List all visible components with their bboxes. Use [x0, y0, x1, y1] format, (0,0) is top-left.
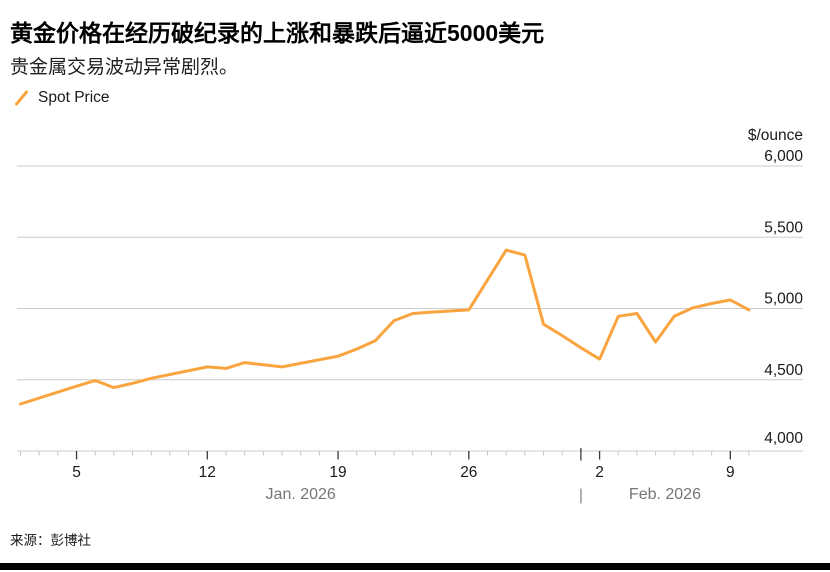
y-axis-label-4500: 4,500 [764, 362, 803, 379]
chart-subtitle: 贵金属交易波动异常剧烈。 [10, 57, 239, 78]
x-axis-day-label-5: 5 [72, 464, 81, 481]
y-axis-label-6000: 6,000 [764, 148, 803, 165]
x-axis-day-label-19: 19 [329, 464, 346, 481]
y-axis-labels-group: 6,000 5,500 5,000 4,500 4,000 [764, 148, 803, 447]
month-label: Jan. 2026 [266, 486, 336, 503]
x-axis-day-label-26: 26 [460, 464, 477, 481]
x-axis-day-label-9: 9 [726, 464, 735, 481]
gridlines-group [17, 165, 803, 452]
legend: Spot Price [14, 88, 110, 108]
spot-price-line [19, 248, 751, 406]
month-divider-glyph: | [579, 487, 583, 504]
x-axis-group: 5 12 19 26 2 9 | Jan. 2026 Feb. 2026 [20, 448, 750, 504]
chart-title: 黄金价格在经历破纪录的上涨和暴跌后逼近5000美元 [10, 20, 545, 46]
y-axis-label-4000: 4,000 [764, 430, 803, 447]
source-attribution: 来源：彭博社 [10, 533, 91, 548]
y-axis-unit-label: $/ounce [748, 127, 803, 144]
series-group [19, 248, 751, 406]
x-axis-day-label-12: 12 [199, 464, 216, 481]
bottom-divider-bar [0, 563, 830, 570]
y-axis-label-5000: 5,000 [764, 291, 803, 308]
legend-label-spot-price: Spot Price [38, 89, 110, 106]
y-axis-label-5500: 5,500 [764, 219, 803, 236]
x-axis-day-label-2: 2 [595, 464, 604, 481]
month-label: Feb. 2026 [629, 486, 701, 503]
spot-price-line-marker-icon [15, 90, 28, 106]
